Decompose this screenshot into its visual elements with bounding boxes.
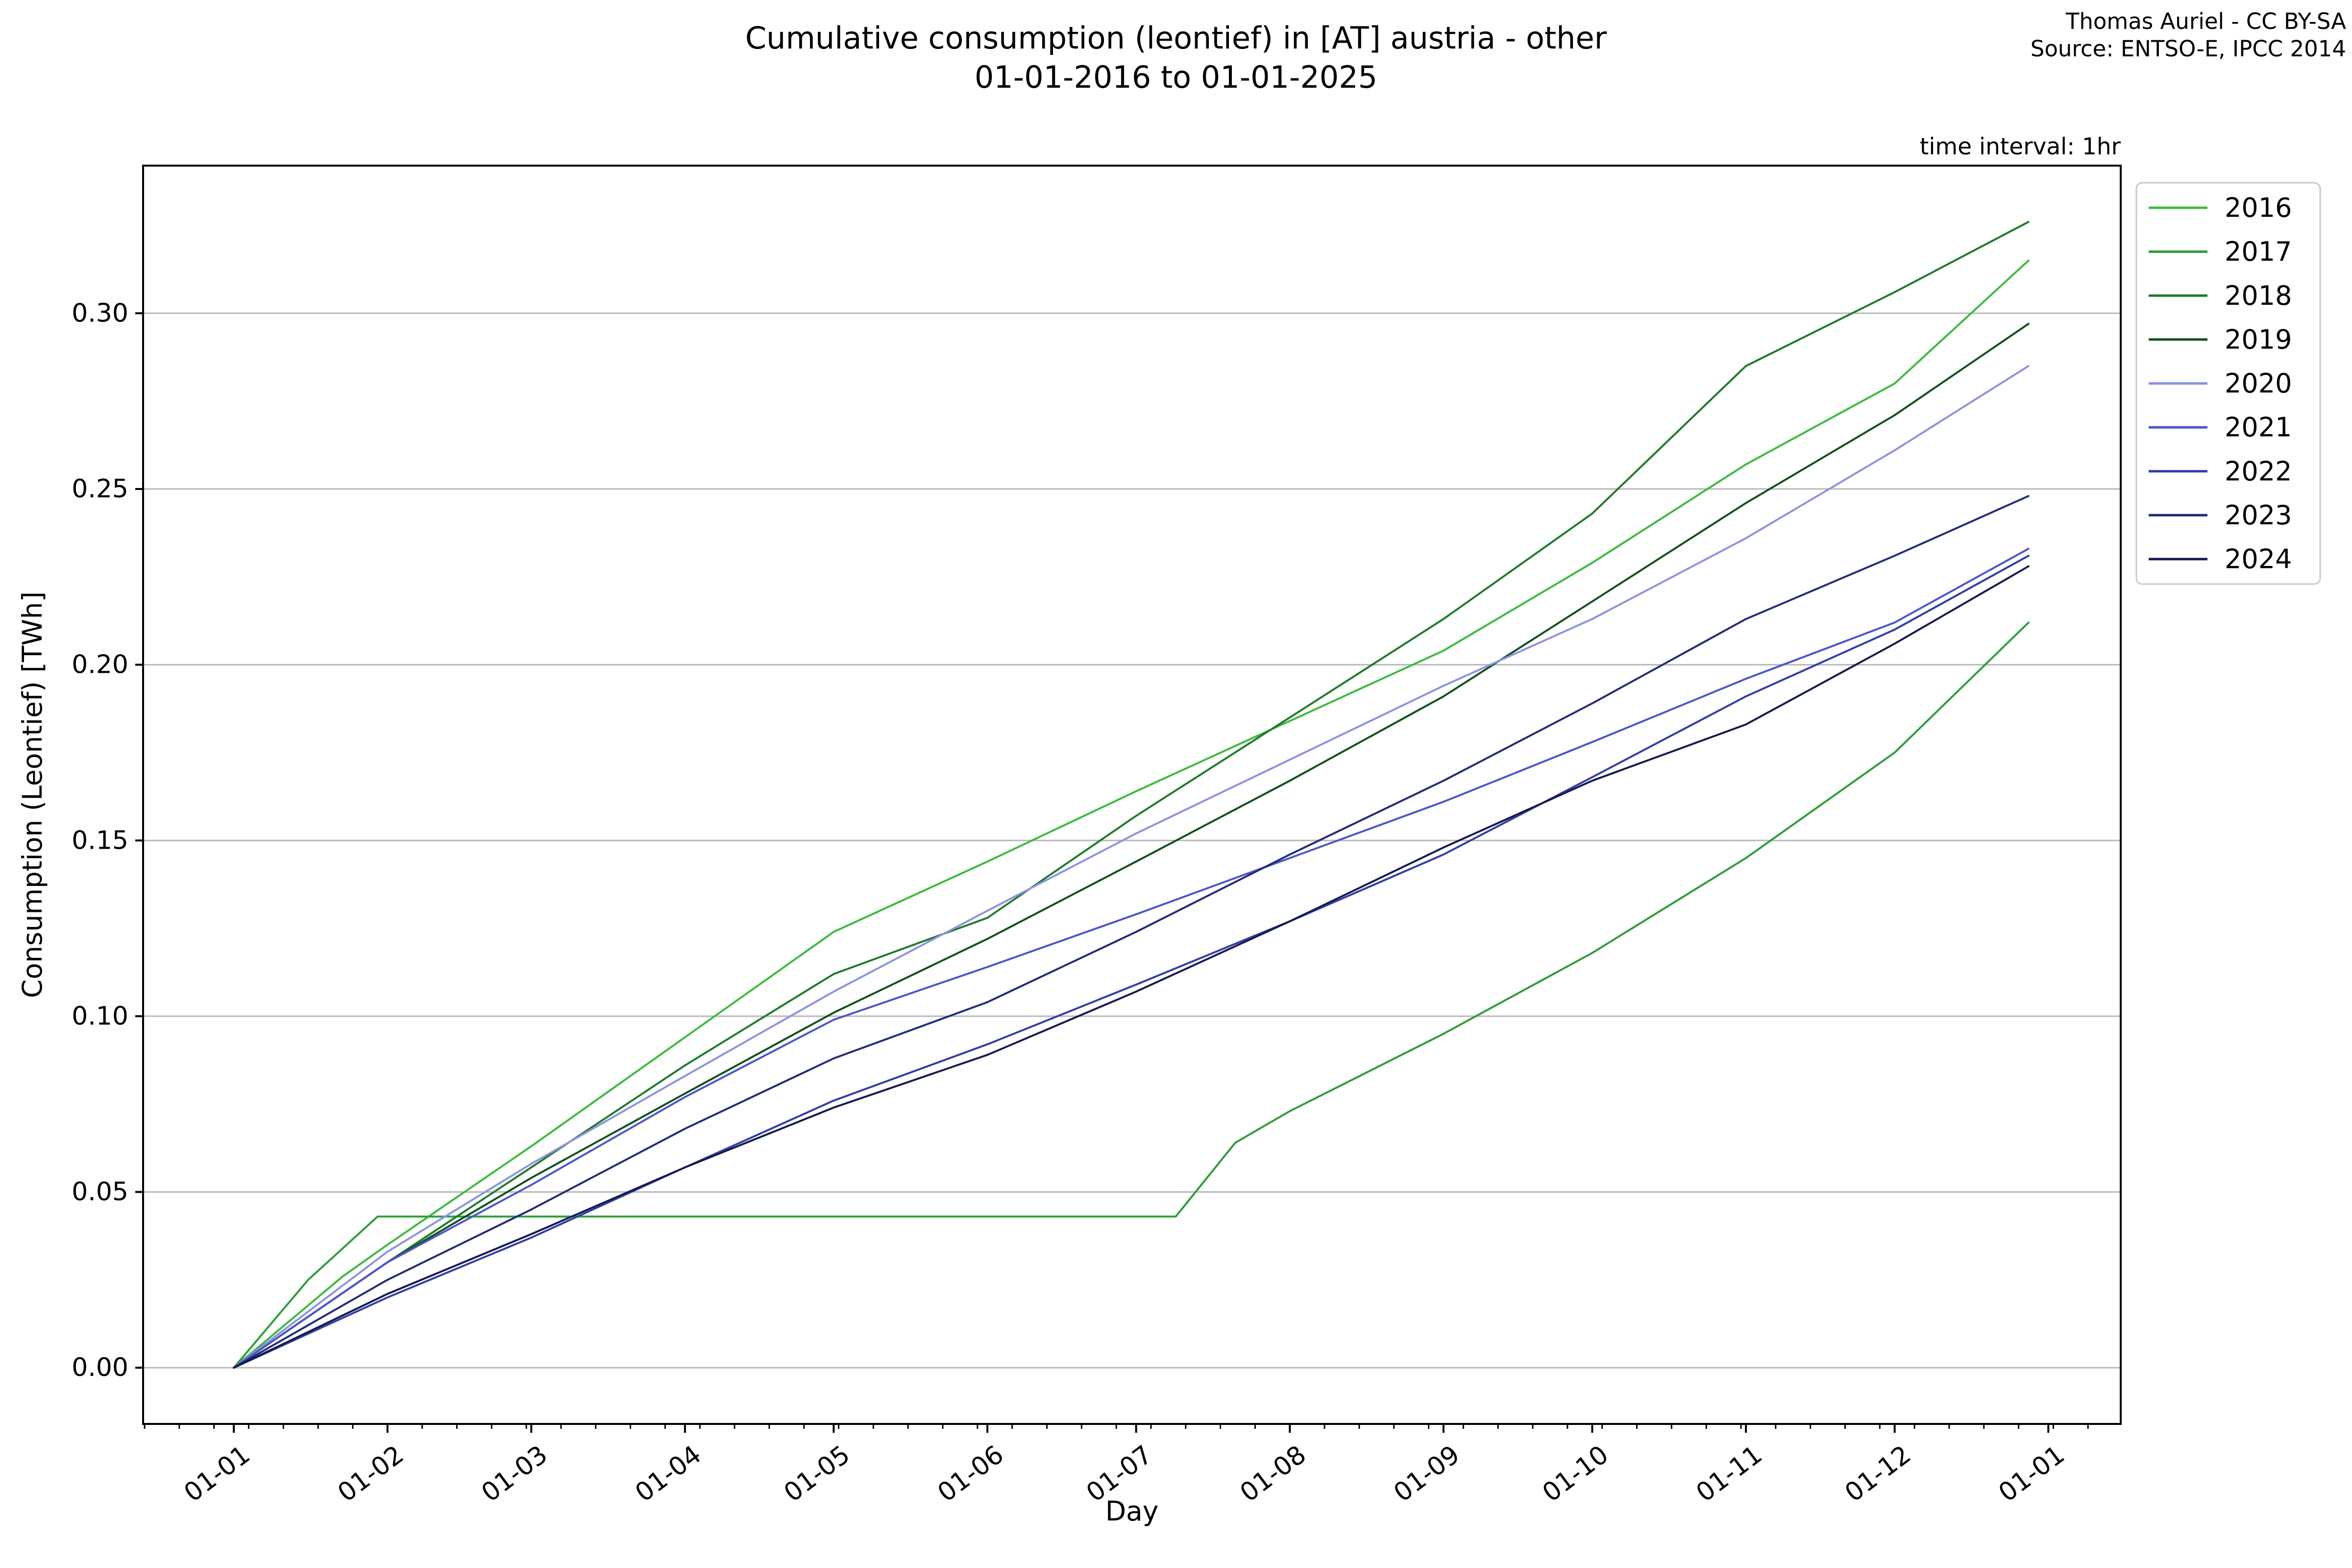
legend-label-2024: 2024 <box>2225 544 2292 575</box>
y-tick-label: 0.15 <box>72 826 128 855</box>
y-axis-label: Consumption (Leontief) [TWh] <box>17 591 48 998</box>
y-tick-label: 0.00 <box>72 1353 128 1382</box>
series-line-2024 <box>233 565 2030 1369</box>
legend-label-2016: 2016 <box>2225 193 2292 223</box>
y-tick-label: 0.30 <box>72 298 128 328</box>
legend-label-2017: 2017 <box>2225 236 2292 267</box>
series-line-2020 <box>233 365 2030 1369</box>
plot-border <box>142 165 2122 1425</box>
legend-label-2023: 2023 <box>2225 500 2292 531</box>
y-tick-label: 0.10 <box>72 1002 128 1031</box>
y-tick-label: 0.20 <box>72 650 128 680</box>
series-line-2022 <box>233 555 2030 1369</box>
title-line-2: 01-01-2016 to 01-01-2025 <box>974 59 1378 95</box>
title-line-1: Cumulative consumption (leontief) in [AT… <box>745 20 1607 56</box>
time-interval-note: time interval: 1hr <box>1919 133 2121 160</box>
series-line-2017 <box>233 621 2030 1369</box>
page-title: Cumulative consumption (leontief) in [AT… <box>0 19 2352 97</box>
credit-line-1: Thomas Auriel - CC BY-SA <box>2065 8 2346 34</box>
legend-box <box>2135 182 2321 585</box>
legend-label-2019: 2019 <box>2225 324 2292 355</box>
y-tick-label: 0.25 <box>72 474 128 504</box>
legend-label-2022: 2022 <box>2225 456 2292 487</box>
series-line-2018 <box>233 220 2030 1369</box>
credit-line-2: Source: ENTSO-E, IPCC 2014 <box>2030 36 2346 62</box>
series-line-2016 <box>233 259 2030 1369</box>
legend-label-2020: 2020 <box>2225 368 2292 399</box>
series-line-2019 <box>233 322 2030 1369</box>
credit: Thomas Auriel - CC BY-SA Source: ENTSO-E… <box>2031 8 2346 63</box>
series-line-2023 <box>233 495 2030 1369</box>
legend-label-2021: 2021 <box>2225 412 2292 443</box>
y-tick-label: 0.05 <box>72 1177 128 1207</box>
x-axis-label: Day <box>1105 1495 1159 1527</box>
series-line-2021 <box>233 547 2030 1369</box>
legend-label-2018: 2018 <box>2225 280 2292 311</box>
